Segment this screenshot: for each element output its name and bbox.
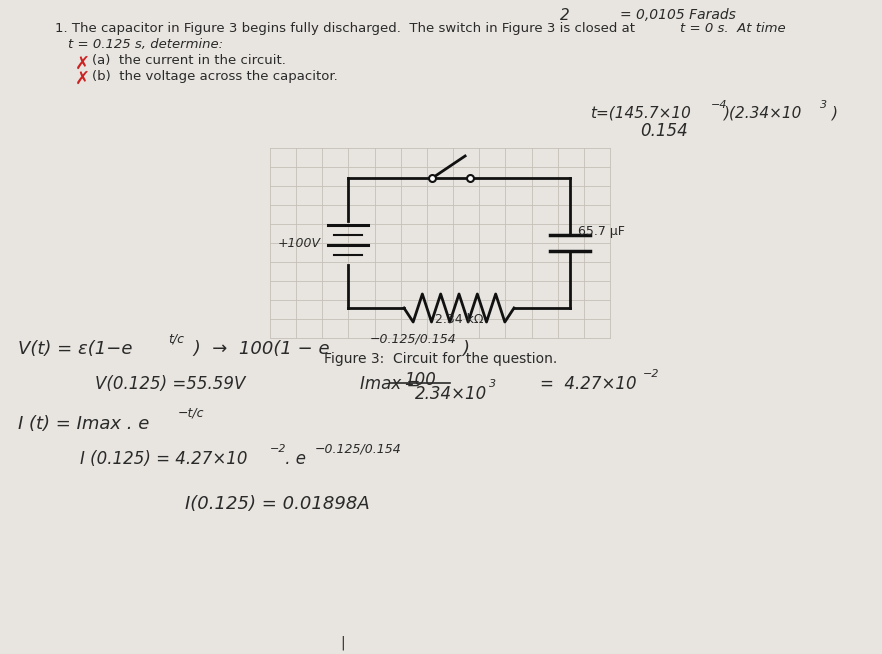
Text: )(2.34×10: )(2.34×10 [724,105,803,120]
Text: Figure 3:  Circuit for the question.: Figure 3: Circuit for the question. [325,352,557,366]
Text: I(0.125) = 0.01898A: I(0.125) = 0.01898A [185,495,370,513]
Text: = 0,0105 Farads: = 0,0105 Farads [620,8,736,22]
Text: t = 0.125 s, determine:: t = 0.125 s, determine: [68,38,223,51]
Text: 2: 2 [560,8,570,23]
Text: 100: 100 [404,371,436,389]
Text: 2.34 kΩ: 2.34 kΩ [435,313,483,326]
Text: =  4.27×10: = 4.27×10 [540,375,637,393]
Text: −0.125/0.154: −0.125/0.154 [370,332,457,345]
Text: −t/c: −t/c [178,407,205,420]
Text: −2: −2 [643,369,660,379]
Text: 65.7 μF: 65.7 μF [578,225,624,238]
Text: t = 0 s.  At time: t = 0 s. At time [680,22,786,35]
Text: 3: 3 [820,100,827,110]
Text: 0.154: 0.154 [640,122,688,140]
Text: I (0.125) = 4.27×10: I (0.125) = 4.27×10 [80,450,248,468]
Text: 2.34×10: 2.34×10 [415,385,487,403]
Text: 3: 3 [489,379,496,389]
Text: t/c: t/c [168,332,184,345]
Text: ): ) [462,340,469,358]
Text: −0.125/0.154: −0.125/0.154 [315,442,401,455]
Text: (b)  the voltage across the capacitor.: (b) the voltage across the capacitor. [92,70,338,83]
Text: )  →  100(1 − e: ) → 100(1 − e [188,340,330,358]
Text: ✗: ✗ [75,55,90,73]
Text: . e: . e [280,450,306,468]
Text: t=(145.7×10: t=(145.7×10 [590,105,691,120]
Text: |: | [340,635,345,649]
Text: −4: −4 [711,100,728,110]
Text: 1. The capacitor in Figure 3 begins fully discharged.  The switch in Figure 3 is: 1. The capacitor in Figure 3 begins full… [55,22,635,35]
Text: ✗: ✗ [75,70,90,88]
Text: (a)  the current in the circuit.: (a) the current in the circuit. [92,54,286,67]
Text: −2: −2 [270,444,287,454]
Text: V(t) = ε(1−e: V(t) = ε(1−e [18,340,132,358]
Text: ): ) [832,105,838,120]
Text: V(0.125) =55.59V: V(0.125) =55.59V [95,375,245,393]
Text: I (t) = Imax . e: I (t) = Imax . e [18,415,149,433]
Text: Imax =: Imax = [360,375,421,393]
Text: +100V: +100V [278,237,321,250]
